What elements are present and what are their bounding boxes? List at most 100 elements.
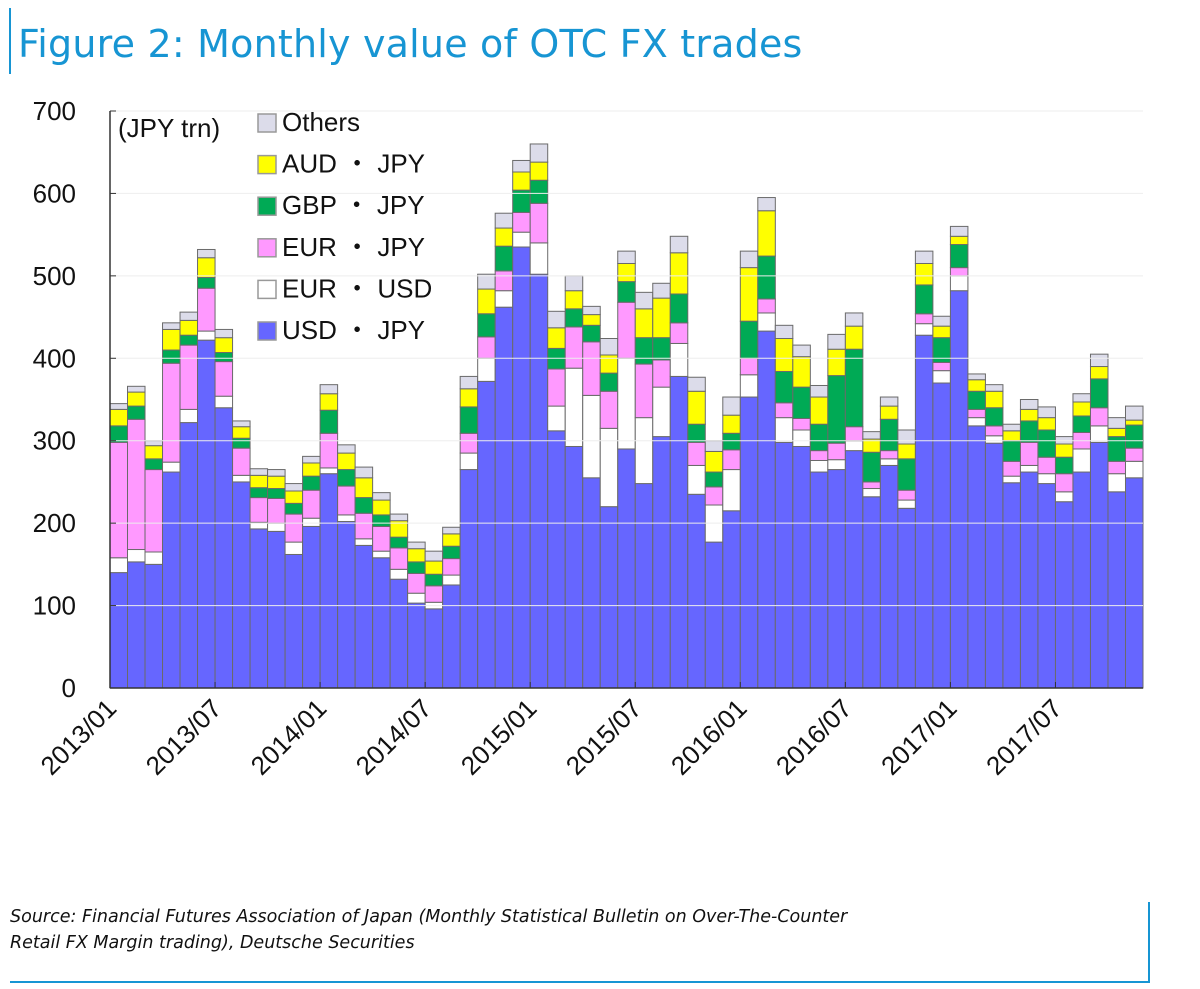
bar-segment-others-2017-09 xyxy=(1089,353,1109,368)
bar-segment-eurjpy-2016-12 xyxy=(932,361,951,372)
bar-segment-gbpjpy-2016-03 xyxy=(774,370,794,404)
x-tick-label: 2016/07 xyxy=(770,693,858,781)
bar-segment-gbpjpy-2016-09 xyxy=(879,418,899,452)
bar-segment-usdjpy-2016-04 xyxy=(792,445,811,689)
bar-segment-usdjpy-2017-01 xyxy=(949,290,969,689)
bar-segment-usdjpy-2014-05 xyxy=(389,578,409,689)
bar-segment-eurusd-2017-08 xyxy=(1072,448,1091,473)
bar-segment-others-2015-03 xyxy=(564,275,584,292)
bar-segment-gbpjpy-2015-03 xyxy=(564,308,584,328)
bar-segment-usdjpy-2013-12 xyxy=(302,525,321,689)
bar-segment-eurjpy-2014-09 xyxy=(459,432,479,454)
bar-segment-audjpy-2013-04 xyxy=(162,328,181,351)
bar-segment-eurusd-2017-07 xyxy=(1054,491,1074,503)
y-tick-label: 700 xyxy=(33,96,76,126)
bar-segment-eurusd-2017-11 xyxy=(1124,460,1144,479)
bar-segment-eurjpy-2015-12 xyxy=(722,449,741,471)
bar-segment-audjpy-2013-06 xyxy=(197,257,216,279)
bar-segment-gbpjpy-2016-11 xyxy=(914,284,934,315)
bar-segment-others-2016-05 xyxy=(809,384,829,398)
source-line-2: Retail FX Margin trading), Deutsche Secu… xyxy=(10,933,415,953)
bar-segment-eurjpy-2017-07 xyxy=(1054,473,1074,493)
y-axis-unit-label: (JPY trn) xyxy=(118,113,220,143)
bar-segment-audjpy-2016-05 xyxy=(809,396,829,425)
bar-segment-audjpy-2014-06 xyxy=(407,548,426,563)
bar-segment-others-2016-07 xyxy=(844,312,864,327)
bar-segment-gbpjpy-2014-04 xyxy=(372,514,391,527)
bar-segment-eurusd-2017-10 xyxy=(1107,473,1126,493)
legend-label: GBP ・ JPY xyxy=(282,190,425,220)
bar-segment-audjpy-2015-08 xyxy=(652,297,671,339)
bar-segment-eurusd-2014-09 xyxy=(459,452,479,471)
legend-label: Others xyxy=(282,107,360,137)
bar-segment-eurusd-2016-05 xyxy=(809,459,829,473)
bar-segment-others-2014-10 xyxy=(477,273,496,290)
bar-segment-usdjpy-2014-03 xyxy=(354,544,374,689)
bar-segment-usdjpy-2015-02 xyxy=(547,430,566,689)
bar-segment-audjpy-2015-11 xyxy=(704,450,724,473)
bar-segment-usdjpy-2017-06 xyxy=(1037,483,1056,689)
bar-segment-others-2017-01 xyxy=(949,225,969,237)
bar-segment-eurjpy-2014-05 xyxy=(389,547,409,570)
bar-segment-others-2016-06 xyxy=(827,333,846,350)
bar-segment-others-2016-11 xyxy=(914,250,934,264)
bar-segment-eurusd-2013-08 xyxy=(232,474,251,483)
bar-segment-others-2014-03 xyxy=(354,466,374,479)
legend-label: EUR ・ JPY xyxy=(282,232,425,262)
bar-segment-usdjpy-2017-11 xyxy=(1124,477,1144,689)
bar-segment-gbpjpy-2017-11 xyxy=(1124,424,1144,449)
bar-segment-eurusd-2013-07 xyxy=(214,395,234,409)
bar-segment-eurjpy-2017-11 xyxy=(1124,447,1144,462)
bar-segment-gbpjpy-2013-02 xyxy=(127,405,146,420)
bar-segment-gbpjpy-2014-06 xyxy=(407,561,426,574)
bar-segment-eurjpy-2014-11 xyxy=(494,270,514,292)
bar-segment-eurusd-2015-04 xyxy=(582,394,601,479)
bar-segment-audjpy-2016-11 xyxy=(914,262,934,286)
bar-segment-eurjpy-2014-07 xyxy=(424,585,444,603)
bar-segment-eurjpy-2017-06 xyxy=(1037,456,1056,475)
bar-segment-audjpy-2015-04 xyxy=(582,314,601,326)
bar-segment-usdjpy-2016-06 xyxy=(827,469,846,689)
bar-segment-eurjpy-2015-07 xyxy=(634,363,654,419)
bar-segment-audjpy-2016-10 xyxy=(897,443,916,460)
bar-segment-eurjpy-2016-03 xyxy=(774,402,794,419)
bar-segment-usdjpy-2013-04 xyxy=(162,471,181,689)
bar-segment-usdjpy-2016-03 xyxy=(774,441,794,689)
bar-segment-others-2016-01 xyxy=(739,250,759,269)
bar-segment-eurjpy-2014-03 xyxy=(354,512,374,540)
bar-segment-eurusd-2017-09 xyxy=(1089,425,1109,443)
bar-segment-eurjpy-2017-02 xyxy=(967,408,986,419)
bar-segment-eurjpy-2016-01 xyxy=(739,357,759,376)
bar-segment-eurjpy-2017-09 xyxy=(1089,407,1109,427)
bar-segment-eurjpy-2014-08 xyxy=(442,558,461,576)
bar-segment-gbpjpy-2014-10 xyxy=(477,313,496,338)
bar-segment-gbpjpy-2015-09 xyxy=(669,293,689,324)
bar-segment-others-2017-02 xyxy=(967,373,986,381)
bar-segment-audjpy-2017-02 xyxy=(967,379,986,392)
bar-segment-gbpjpy-2015-06 xyxy=(617,281,636,303)
bar-segment-others-2013-12 xyxy=(302,455,321,464)
bar-segment-gbpjpy-2016-07 xyxy=(844,348,864,428)
bar-segment-eurusd-2015-12 xyxy=(722,469,741,512)
bar-segment-audjpy-2013-08 xyxy=(232,426,251,439)
bar-segment-eurjpy-2013-02 xyxy=(127,418,146,551)
bar-segment-usdjpy-2013-01 xyxy=(109,572,129,689)
bar-segment-others-2016-09 xyxy=(879,396,899,407)
bar-segment-audjpy-2013-10 xyxy=(267,475,286,490)
bar-segment-audjpy-2015-05 xyxy=(599,354,619,374)
bar-segment-eurusd-2014-10 xyxy=(477,357,496,382)
bar-segment-eurusd-2016-10 xyxy=(897,499,916,509)
bar-segment-usdjpy-2015-03 xyxy=(564,445,584,689)
legend-label: USD ・ JPY xyxy=(282,315,425,345)
bar-segment-others-2013-10 xyxy=(267,469,286,477)
bar-segment-eurjpy-2015-05 xyxy=(599,390,619,429)
bar-segment-eurusd-2017-02 xyxy=(967,417,986,427)
bar-segment-audjpy-2016-06 xyxy=(827,348,846,377)
bar-segment-gbpjpy-2017-02 xyxy=(967,390,986,410)
x-tick-label: 2014/01 xyxy=(245,693,333,781)
bar-segment-others-2017-11 xyxy=(1124,405,1144,421)
bar-segment-eurusd-2016-11 xyxy=(914,323,934,336)
bar-segment-eurusd-2015-07 xyxy=(634,417,654,485)
bar-segment-others-2014-07 xyxy=(424,550,444,562)
